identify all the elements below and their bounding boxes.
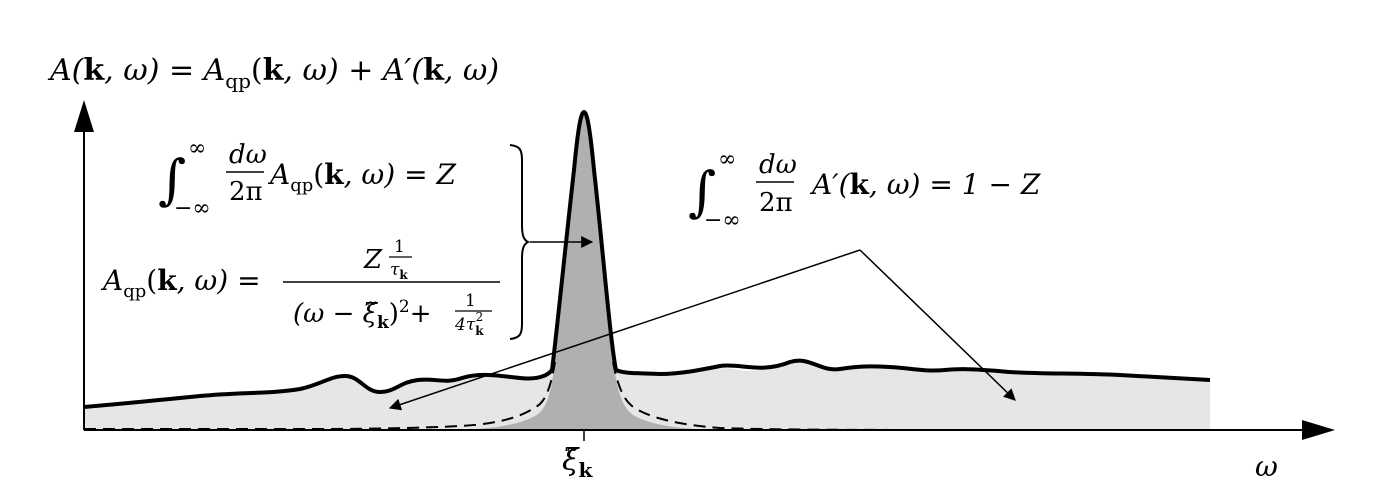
y-axis-arrowhead <box>74 100 94 132</box>
integral-sign-incoherent: ∫ <box>688 160 716 223</box>
integral-lower-limit-incoherent: −∞ <box>704 208 741 233</box>
incoherent-weight-equation: ∫ ∞ −∞ dω 2π A′(k, ω) = 1 − Z <box>688 147 1041 233</box>
fraction-numerator-incoherent: dω <box>759 150 797 180</box>
qp-lorentzian-equation: Aqp(k, ω) = Z 1 τk (ω − ξ̃k)2+ 1 4τk2 <box>100 237 500 338</box>
x-axis-arrowhead <box>1302 420 1335 440</box>
integral-upper-limit: ∞ <box>188 136 206 161</box>
fraction-numerator: dω <box>229 140 267 170</box>
quasiparticle-peak-area <box>460 112 710 430</box>
integral-upper-limit-incoherent: ∞ <box>718 147 736 172</box>
denominator: (ω − ξ̃k)2+ <box>293 297 432 333</box>
x-axis-label: ω <box>1255 450 1278 483</box>
integral-sign: ∫ <box>158 148 186 211</box>
qp-weight-equation: ∫ ∞ −∞ dω 2π Aqp(k, ω) = Z <box>158 136 456 221</box>
integral-lower-limit: −∞ <box>174 196 211 221</box>
x-tick-label-xi-k: ξ̃k <box>562 443 594 482</box>
incoherent-arrow-left <box>388 249 861 411</box>
incoherent-arrow-right <box>859 249 1016 401</box>
curly-brace <box>509 144 531 340</box>
numerator-frac-den: τk <box>390 260 408 282</box>
denominator-frac-num: 1 <box>465 291 476 311</box>
fraction-denominator-incoherent: 2π <box>759 188 793 218</box>
qp-weight-body: Aqp(k, ω) = Z <box>267 158 456 196</box>
incoherent-background-area <box>84 361 1210 430</box>
incoherent-body: A′(k, ω) = 1 − Z <box>809 168 1041 201</box>
denominator-frac-den: 4τk2 <box>454 310 484 338</box>
lorentzian-lhs: Aqp(k, ω) = <box>100 264 261 302</box>
numerator-z: Z <box>363 245 383 275</box>
title-equation: A(k, ω) = Aqp(k, ω) + A′(k, ω) <box>47 53 499 93</box>
fraction-denominator: 2π <box>229 177 263 207</box>
total-spectral-curve <box>83 110 1211 409</box>
numerator-frac-num: 1 <box>394 237 405 257</box>
